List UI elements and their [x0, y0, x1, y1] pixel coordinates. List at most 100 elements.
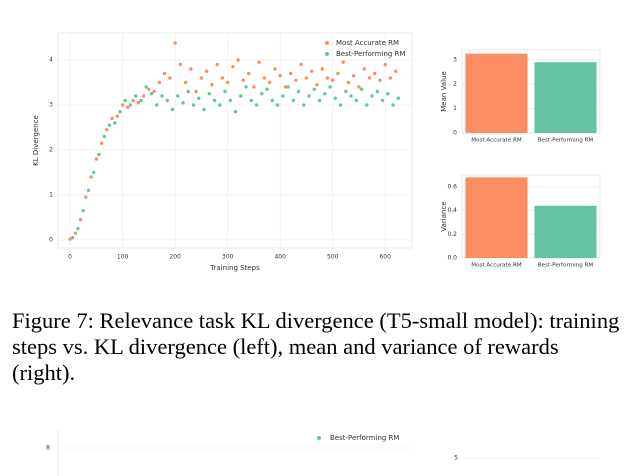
bar — [534, 62, 597, 133]
scatter-point — [207, 92, 211, 96]
scatter-point — [299, 62, 303, 67]
scatter-point — [160, 94, 164, 98]
x-tick-label: 600 — [379, 254, 391, 261]
scatter-point — [320, 67, 324, 71]
scatter-point — [76, 226, 80, 231]
bar — [465, 53, 528, 133]
scatter-point — [215, 62, 219, 67]
scatter-point — [113, 121, 117, 125]
scatter-point — [394, 69, 398, 73]
scatter-point — [302, 103, 306, 107]
plot-frame — [461, 49, 601, 134]
scatter-point — [168, 76, 172, 80]
x-tick-label: 400 — [274, 254, 286, 261]
scatter-point — [225, 80, 230, 85]
y-tick-label: 1 — [49, 191, 53, 198]
scatter-point — [267, 80, 272, 85]
scatter-point — [239, 94, 243, 98]
y-tick-label: 8 — [46, 445, 50, 452]
scatter-point — [315, 83, 319, 87]
scatter-point — [288, 71, 293, 76]
scatter-point — [102, 134, 106, 139]
plot-frame — [461, 174, 601, 259]
scatter-point — [344, 89, 348, 94]
scatter-point — [149, 92, 154, 96]
scatter-point — [141, 94, 146, 98]
scatter-point — [186, 89, 190, 94]
scatter-point — [270, 98, 274, 103]
x-axis-label: Training Steps — [209, 264, 260, 272]
y-tick-label: 2 — [453, 81, 457, 88]
scatter-point — [275, 103, 280, 107]
scatter-point — [244, 85, 248, 89]
scatter-point — [341, 60, 345, 64]
scatter-point — [273, 67, 277, 71]
scatter-point — [189, 67, 193, 71]
scatter-point — [336, 71, 340, 76]
scatter-point — [199, 76, 204, 80]
scatter-point — [246, 71, 251, 76]
scatter-point — [291, 98, 295, 103]
scatter-point — [312, 87, 317, 91]
scatter-point — [144, 85, 148, 89]
scatter-point — [131, 98, 135, 103]
legend-marker — [325, 52, 329, 56]
scatter-point — [89, 175, 93, 179]
scatter-point — [120, 103, 125, 107]
scatter-point — [317, 98, 322, 103]
scatter-point — [170, 107, 175, 112]
scatter-point — [220, 76, 225, 80]
scatter-point — [68, 237, 72, 241]
scatter-point — [278, 74, 282, 78]
x-tick-label: 300 — [222, 254, 234, 261]
y-tick-label: 5 — [454, 455, 458, 462]
scatter-point — [391, 103, 395, 107]
scatter-point — [176, 94, 180, 98]
scatter-point — [107, 123, 112, 127]
y-tick-label: 0 — [453, 130, 457, 137]
scatter-point — [307, 94, 311, 98]
scatter-point — [71, 235, 75, 240]
scatter-point — [191, 103, 196, 107]
x-tick-label: Most Accurate RM — [471, 138, 522, 144]
scatter-point — [362, 67, 366, 71]
scatter-point — [249, 98, 253, 103]
scatter-point — [241, 78, 246, 82]
scatter-point — [78, 217, 83, 222]
scatter-point — [386, 92, 390, 96]
y-axis-label: Mean Value — [440, 71, 448, 112]
scatter-point — [110, 116, 114, 121]
scatter-point — [228, 98, 232, 103]
y-tick-label: 3 — [453, 56, 457, 63]
scatter-point — [115, 114, 120, 118]
scatter-point — [84, 195, 88, 199]
scatter-point — [262, 76, 267, 80]
y-tick-label: 4 — [49, 56, 53, 63]
scatter-point — [260, 92, 264, 96]
bar — [534, 205, 597, 258]
scatter-point — [328, 85, 332, 89]
legend-label: Best-Performing RM — [336, 50, 405, 58]
legend-label: Best-Performing RM — [330, 434, 399, 442]
scatter-point — [380, 98, 385, 103]
scatter-point — [204, 69, 209, 73]
x-tick-label: 200 — [169, 254, 181, 261]
scatter-point — [333, 96, 338, 100]
scatter-point — [210, 83, 214, 87]
scatter-point — [281, 94, 285, 98]
scatter-point — [283, 85, 288, 89]
scatter-point — [365, 103, 369, 107]
scatter-point — [323, 92, 327, 96]
scatter-point — [231, 65, 235, 69]
plot-frame — [57, 32, 413, 249]
scatter-point — [359, 87, 364, 91]
scatter-point — [165, 98, 169, 103]
x-tick-label: 100 — [117, 254, 129, 261]
legend-marker — [325, 41, 329, 45]
y-axis-label: Variance — [440, 201, 448, 231]
bar — [465, 177, 528, 258]
scatter-point — [254, 103, 259, 107]
legend-label: Most Accurate RM — [336, 39, 399, 47]
y-tick-label: 0 — [49, 236, 53, 243]
